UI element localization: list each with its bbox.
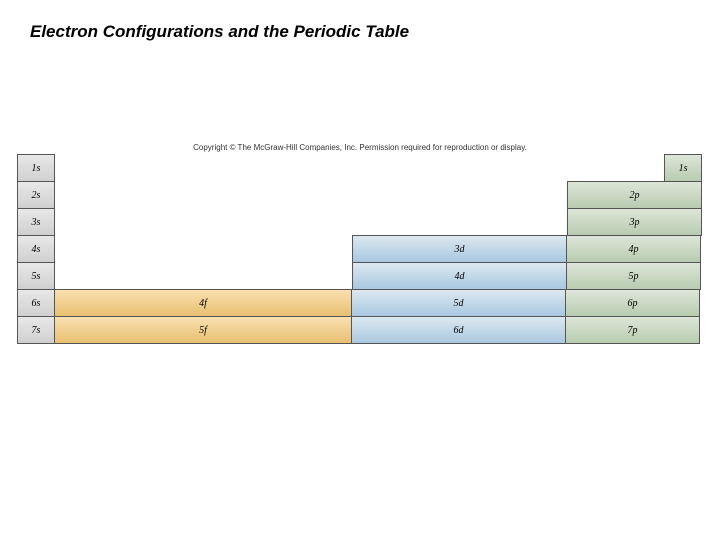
p-block-cell: 3p (567, 208, 702, 236)
copyright-notice: Copyright © The McGraw-Hill Companies, I… (0, 143, 720, 152)
spacer (55, 209, 568, 236)
s-block-right-cell: 1s (664, 154, 702, 182)
s-block-cell: 3s (17, 208, 55, 236)
p-block-cell: 7p (565, 316, 700, 344)
table-row: 7s 5f 6d 7p (18, 317, 702, 344)
f-block-cell: 5f (54, 316, 352, 344)
table-row: 6s 4f 5d 6p (18, 290, 702, 317)
table-row: 5s 4d 5p (18, 263, 702, 290)
table-row: 1s 1s (18, 155, 702, 182)
d-block-cell: 5d (351, 289, 566, 317)
s-block-cell: 7s (17, 316, 55, 344)
periodic-table-blocks-diagram: 1s 1s 2s 2p 3s 3p 4s 3d 4p 5s 4d 5p 6s 4… (18, 155, 702, 344)
s-block-cell: 4s (17, 235, 55, 263)
d-block-cell: 3d (352, 235, 567, 263)
table-row: 4s 3d 4p (18, 236, 702, 263)
s-block-cell: 5s (17, 262, 55, 290)
spacer (55, 155, 567, 182)
s-block-cell: 6s (17, 289, 55, 317)
p-block-cell: 5p (566, 262, 701, 290)
spacer (567, 155, 665, 182)
table-row: 2s 2p (18, 182, 702, 209)
spacer (55, 182, 568, 209)
p-block-cell: 6p (565, 289, 700, 317)
table-row: 3s 3p (18, 209, 702, 236)
spacer (55, 263, 353, 290)
spacer (55, 236, 353, 263)
f-block-cell: 4f (54, 289, 352, 317)
s-block-cell: 1s (17, 154, 55, 182)
p-block-cell: 2p (567, 181, 702, 209)
page-title: Electron Configurations and the Periodic… (30, 22, 409, 42)
p-block-cell: 4p (566, 235, 701, 263)
s-block-cell: 2s (17, 181, 55, 209)
d-block-cell: 6d (351, 316, 566, 344)
d-block-cell: 4d (352, 262, 567, 290)
